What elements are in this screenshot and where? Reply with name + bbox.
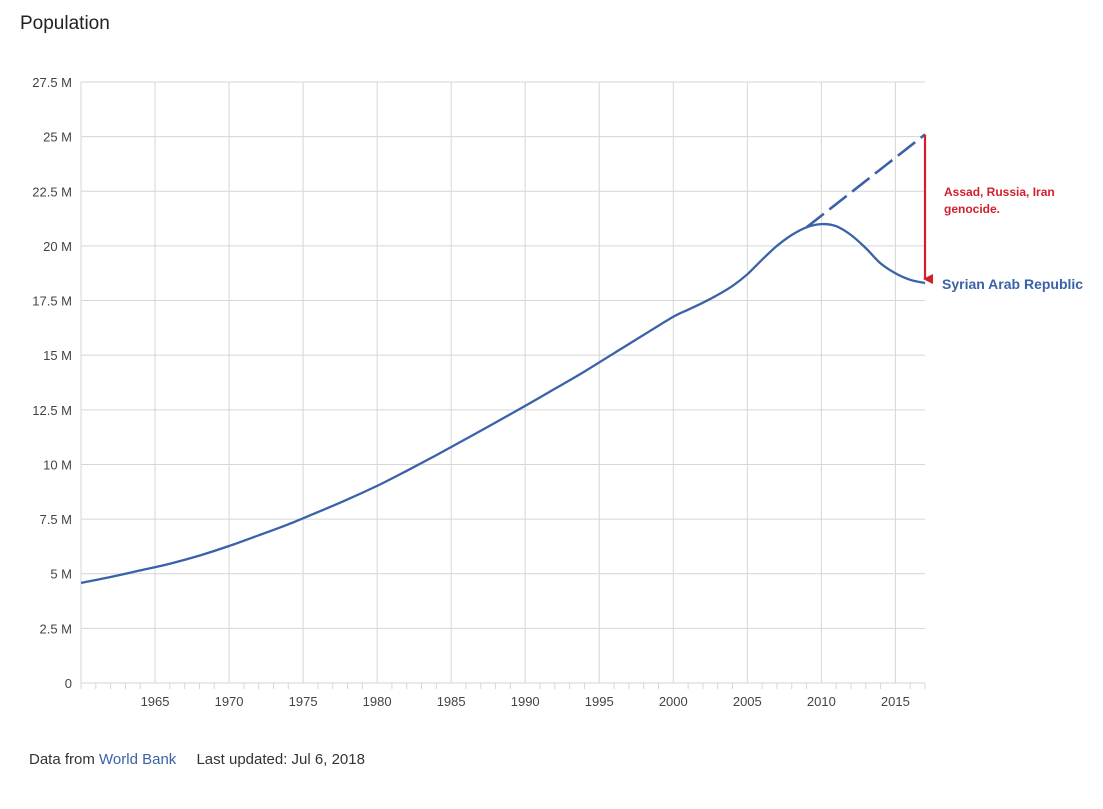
x-tick-label: 2005 [733, 694, 762, 709]
y-tick-label: 5 M [50, 567, 72, 582]
y-tick-label: 27.5 M [32, 75, 72, 90]
y-tick-label: 15 M [43, 348, 72, 363]
x-axis-ticks: 1965 1970 1975 1980 1985 1990 1995 2000 2005 2010… [141, 694, 910, 709]
x-tick-label: 1965 [141, 694, 170, 709]
x-tick-label: 2010 [807, 694, 836, 709]
x-tick-label: 1995 [585, 694, 614, 709]
world-bank-link[interactable]: World Bank [99, 751, 177, 768]
y-tick-label: 10 M [43, 457, 72, 472]
x-tick-label: 1990 [511, 694, 540, 709]
y-tick-label: 25 M [43, 130, 72, 145]
y-tick-label: 12.5 M [32, 403, 72, 418]
annotation-layer: Assad, Russia, Iran genocide. [923, 134, 1055, 285]
chart-title: Population [20, 13, 110, 34]
y-axis-ticks: 0 2.5 M 5 M 7.5 M 10 M 12.5 M 15 M 17.5 M 20 M 22… [32, 75, 72, 691]
y-tick-label: 20 M [43, 239, 72, 254]
y-tick-label: 2.5 M [39, 621, 72, 636]
annotation-text: genocide. [944, 202, 1000, 216]
projection-dashed-line [805, 133, 926, 229]
series-line-syria [80, 222, 926, 585]
series-label: Syrian Arab Republic [942, 276, 1083, 292]
x-tick-label: 2000 [659, 694, 688, 709]
x-tick-label: 1970 [215, 694, 244, 709]
x-tick-label: 1975 [289, 694, 318, 709]
footer: Data from World Bank Last updated: Jul 6… [29, 751, 365, 768]
y-tick-label: 7.5 M [39, 512, 72, 527]
data-source-prefix: Data from [29, 751, 95, 768]
annotation-text: Assad, Russia, Iran [944, 185, 1055, 199]
x-tick-label: 2015 [881, 694, 910, 709]
x-tick-label: 1980 [363, 694, 392, 709]
x-tick-label: 1985 [437, 694, 466, 709]
last-updated: Last updated: Jul 6, 2018 [196, 751, 365, 768]
series-layer: Syrian Arab Republic [80, 133, 1083, 585]
grid [80, 81, 926, 689]
y-tick-label: 0 [65, 676, 72, 691]
y-tick-label: 22.5 M [32, 184, 72, 199]
y-tick-label: 17.5 M [32, 294, 72, 309]
